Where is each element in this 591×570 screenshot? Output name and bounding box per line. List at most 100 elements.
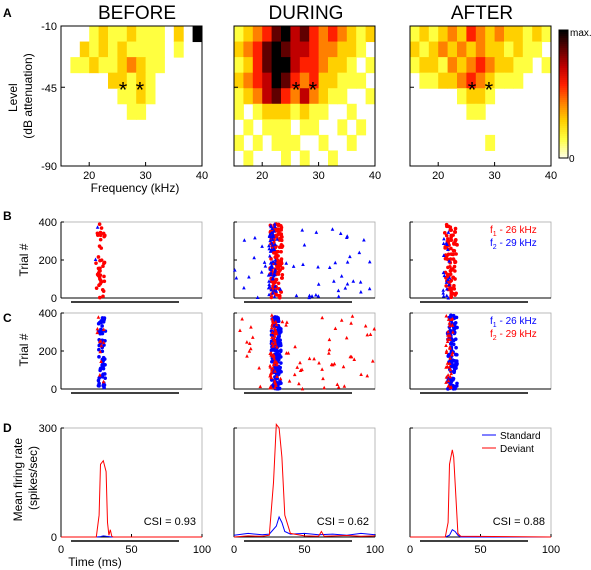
heatmap-cell — [136, 26, 147, 43]
spike-f2 — [444, 380, 448, 384]
spike-f1 — [453, 321, 458, 325]
heatmap-cell — [410, 41, 420, 58]
psth-panels: 0 50 100 0 300 CSI = 0.93 0 50 100 CSI = 0.62 0 50 1… — [39, 423, 561, 556]
colorbar-step — [559, 116, 568, 119]
raster-ytick-label: 400 — [39, 308, 57, 320]
colorbar-step — [559, 32, 568, 35]
spike-f2 — [444, 280, 449, 284]
panel-letter-c: C — [3, 311, 12, 325]
spike-f2 — [345, 234, 350, 238]
heatmap-cell — [438, 57, 449, 74]
spike-f1 — [445, 224, 449, 229]
spike-f1 — [453, 226, 458, 231]
heatmap-cell — [173, 41, 184, 58]
spike-f1 — [274, 291, 278, 296]
spike-f2 — [314, 230, 319, 234]
heatmap-cell — [328, 88, 338, 105]
spike-f1 — [102, 260, 107, 265]
spike-f1 — [278, 232, 282, 236]
spike-f2 — [268, 266, 272, 271]
spike-f2 — [95, 225, 100, 229]
a-ylabel-line1: Level — [6, 83, 20, 112]
heatmap-cell — [522, 26, 533, 43]
spike-f2 — [352, 357, 357, 362]
spike-f2 — [269, 352, 273, 357]
spike-f2 — [447, 321, 452, 325]
spike-f2 — [444, 313, 449, 318]
heatmap-cell — [328, 72, 338, 89]
colorbar-step — [559, 156, 568, 159]
colorbar-step — [559, 118, 568, 121]
colorbar-step — [559, 130, 568, 133]
colorbar-max-label: max. — [570, 28, 591, 39]
heatmap-cell — [281, 57, 291, 74]
heatmap-before: 20 30 40 * * — [60, 25, 208, 182]
raster-ytick-label: 0 — [51, 384, 57, 396]
spike-f2 — [252, 255, 256, 260]
heatmap-cell — [346, 41, 357, 58]
heatmap-cell — [365, 88, 376, 105]
spike-f2 — [321, 376, 325, 381]
heatmap-cell — [70, 57, 81, 74]
spike-f2 — [449, 385, 453, 389]
spike-f2 — [273, 269, 277, 274]
spike-f1 — [452, 264, 457, 269]
spike-f2 — [291, 264, 296, 268]
heatmap-cell — [252, 41, 263, 58]
heatmap-cell — [466, 88, 477, 105]
heatmap-cell — [108, 41, 118, 58]
heatmap-cell — [145, 57, 156, 74]
spike-f1 — [269, 295, 274, 300]
heatmap-cell — [522, 41, 533, 58]
colorbar-step — [559, 146, 568, 149]
heatmap-cell — [318, 41, 329, 58]
colorbar-step — [559, 38, 568, 41]
spike-f2 — [446, 247, 450, 252]
heatmap-cell — [318, 26, 329, 43]
colorbar-step — [559, 76, 568, 79]
heatmap-cell — [136, 103, 147, 120]
colorbar-step — [559, 90, 568, 93]
tone-star-marker: * — [309, 77, 318, 102]
colorbar-step — [559, 82, 568, 85]
spike-f2 — [270, 318, 275, 323]
spike-f2 — [271, 234, 276, 239]
heatmap-cell — [252, 134, 263, 151]
heatmap-cell — [136, 88, 147, 105]
spike-f2 — [267, 292, 271, 297]
spike-f1 — [276, 227, 281, 231]
psth-xtick-label: 0 — [231, 544, 237, 556]
spike-f2 — [445, 336, 450, 341]
colorbar-step — [559, 92, 568, 95]
spike-f2 — [444, 293, 449, 298]
spike-f1 — [98, 266, 102, 271]
spike-f2 — [307, 356, 312, 361]
spike-f2 — [339, 274, 344, 278]
spike-f2 — [441, 291, 446, 295]
spike-f1 — [98, 366, 103, 371]
heatmap-cell — [485, 134, 496, 151]
spike-f1 — [103, 372, 107, 376]
heatmap-cell — [457, 72, 467, 89]
heatmap-cell — [318, 88, 329, 105]
spike-f2 — [272, 356, 276, 360]
heatmap-during: 20 30 40 * * — [233, 25, 381, 182]
spike-f1 — [280, 266, 285, 270]
colorbar-step — [559, 132, 568, 135]
heatmap-cell — [447, 26, 458, 43]
spike-f2 — [330, 227, 335, 231]
spike-f1 — [269, 257, 273, 261]
spike-f1 — [278, 368, 282, 373]
heatmap-cell — [346, 103, 357, 120]
heatmap-cell — [475, 26, 486, 43]
spike-f1 — [94, 261, 98, 265]
spike-f2 — [270, 276, 275, 281]
psth-during: 0 50 100 CSI = 0.62 — [231, 423, 384, 556]
heatmap-cell — [328, 26, 338, 43]
heatmap-cell — [419, 26, 430, 43]
spike-f2 — [269, 375, 274, 380]
spike-f2 — [242, 285, 246, 290]
spike-f1 — [276, 281, 281, 286]
heatmap-cell — [419, 57, 430, 74]
heatmap-cell — [299, 72, 310, 89]
